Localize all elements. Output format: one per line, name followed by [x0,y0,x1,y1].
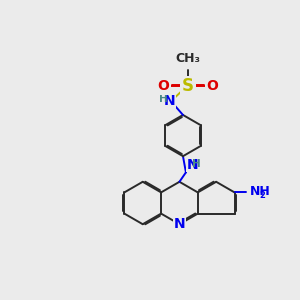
Text: 2: 2 [260,191,266,200]
Text: CH₃: CH₃ [176,52,200,65]
Text: S: S [182,77,194,95]
Text: H: H [192,159,201,169]
Text: O: O [206,80,218,93]
Text: N: N [187,158,198,172]
Text: O: O [158,80,169,93]
Text: NH: NH [250,185,271,198]
Text: H: H [159,94,168,104]
Text: N: N [174,217,185,231]
Text: N: N [163,94,175,108]
